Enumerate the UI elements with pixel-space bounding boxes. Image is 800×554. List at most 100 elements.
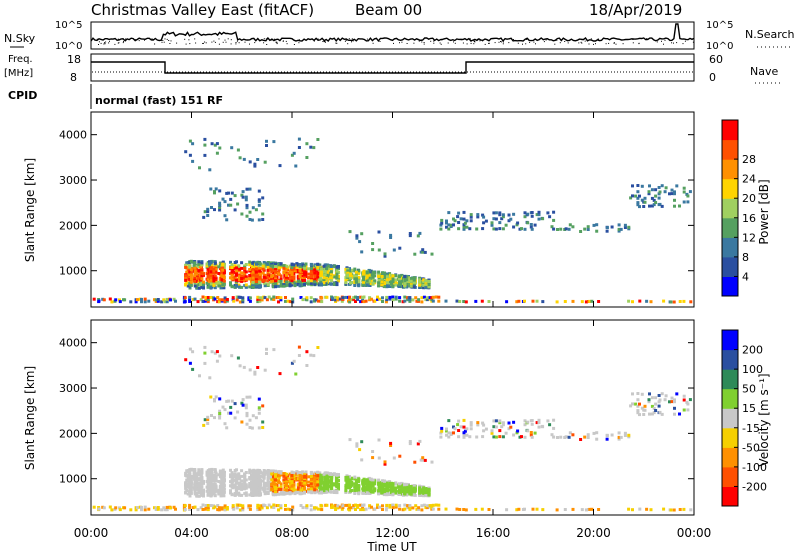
power-cell	[278, 164, 282, 168]
noise-search-dot	[351, 41, 352, 43]
power-cell	[188, 139, 192, 143]
power-cell	[200, 283, 204, 287]
power-cell	[294, 164, 298, 168]
power-cell	[191, 142, 195, 146]
noise-search-dot	[420, 39, 422, 41]
velocity-cell	[356, 504, 360, 507]
power-cell	[383, 254, 387, 258]
power-cell	[654, 201, 658, 204]
velocity-cell	[211, 490, 215, 494]
velocity-cell	[263, 504, 267, 508]
power-cell	[279, 277, 283, 281]
power-cell	[344, 270, 348, 274]
power-cell	[193, 297, 197, 301]
velocity-cell	[329, 480, 333, 484]
power-cell	[348, 298, 352, 302]
power-cell	[406, 279, 410, 283]
velocity-cell	[384, 508, 388, 512]
velocity-cell	[201, 503, 205, 507]
noise-search-dot	[154, 43, 156, 45]
power-cell	[377, 248, 381, 252]
velocity-cell	[284, 504, 287, 507]
power-cell	[248, 277, 252, 281]
noise-search-dot	[230, 39, 232, 41]
velocity-cell	[235, 506, 239, 510]
velocity-cell	[388, 485, 392, 489]
power-cell	[247, 298, 251, 302]
power-cell	[223, 296, 227, 300]
power-cell	[244, 283, 248, 287]
power-cell	[165, 300, 169, 304]
power-cell	[595, 229, 599, 233]
power-cell	[183, 296, 187, 300]
noise-search-dot	[517, 42, 519, 44]
power-cell	[418, 283, 422, 287]
velocity-cell	[211, 482, 215, 486]
power-cell	[369, 282, 373, 285]
power-cell	[165, 297, 169, 301]
colorbar-tick-label: 16	[742, 212, 756, 225]
power-cell	[356, 296, 360, 299]
velocity-cell	[274, 470, 277, 474]
power-cell	[403, 282, 407, 286]
velocity-cell	[216, 508, 220, 512]
power-cell	[244, 198, 248, 202]
power-cell	[203, 299, 207, 303]
power-cell	[272, 295, 276, 299]
velocity-cell	[247, 506, 251, 510]
velocity-cell	[274, 478, 277, 482]
noise-search-dot	[580, 41, 582, 43]
power-cell	[682, 200, 686, 204]
power-cell	[316, 275, 320, 279]
power-cell	[365, 271, 369, 275]
power-cell	[279, 284, 283, 288]
power-cell	[403, 275, 407, 278]
power-cell	[193, 284, 197, 288]
power-cell	[189, 273, 193, 277]
noise-search-dot	[428, 38, 430, 40]
velocity-cell	[209, 482, 213, 486]
power-cell	[657, 196, 661, 200]
velocity-cell	[221, 470, 225, 474]
power-cell	[188, 261, 192, 264]
power-cell	[617, 229, 621, 233]
power-cell	[193, 261, 197, 265]
power-cell	[213, 190, 216, 194]
power-cell	[356, 272, 360, 275]
velocity-cell	[229, 480, 232, 484]
power-cell	[669, 300, 673, 304]
velocity-cell	[114, 506, 118, 510]
power-cell	[230, 266, 234, 269]
power-cell	[250, 279, 253, 283]
power-ylabel: Slant Range [km]	[23, 158, 37, 262]
power-cell	[465, 225, 469, 229]
power-cell	[512, 225, 516, 229]
velocity-cell	[188, 505, 192, 509]
noise-search-dot	[163, 41, 165, 43]
power-cell	[263, 296, 267, 300]
velocity-cell	[309, 504, 313, 508]
power-cell	[376, 295, 379, 299]
velocity-cell	[325, 503, 329, 507]
power-cell	[208, 168, 212, 172]
power-cell	[303, 278, 307, 282]
power-cell	[394, 297, 398, 301]
power-cell	[555, 300, 559, 304]
power-cell	[631, 194, 634, 198]
noise-search-dot	[168, 40, 170, 41]
velocity-cell	[365, 483, 369, 487]
power-cell	[367, 283, 371, 287]
power-cell	[365, 279, 369, 283]
power-cell	[341, 298, 345, 301]
power-cell	[245, 214, 249, 218]
noise-search-dot	[276, 41, 278, 43]
power-cell	[504, 223, 508, 227]
velocity-cell	[274, 474, 277, 478]
power-cell	[261, 218, 265, 221]
velocity-cell	[217, 506, 221, 510]
power-cell	[271, 285, 275, 289]
power-cell	[377, 278, 381, 282]
power-cell	[673, 204, 676, 208]
velocity-cell	[354, 481, 358, 485]
power-cell	[253, 162, 257, 166]
